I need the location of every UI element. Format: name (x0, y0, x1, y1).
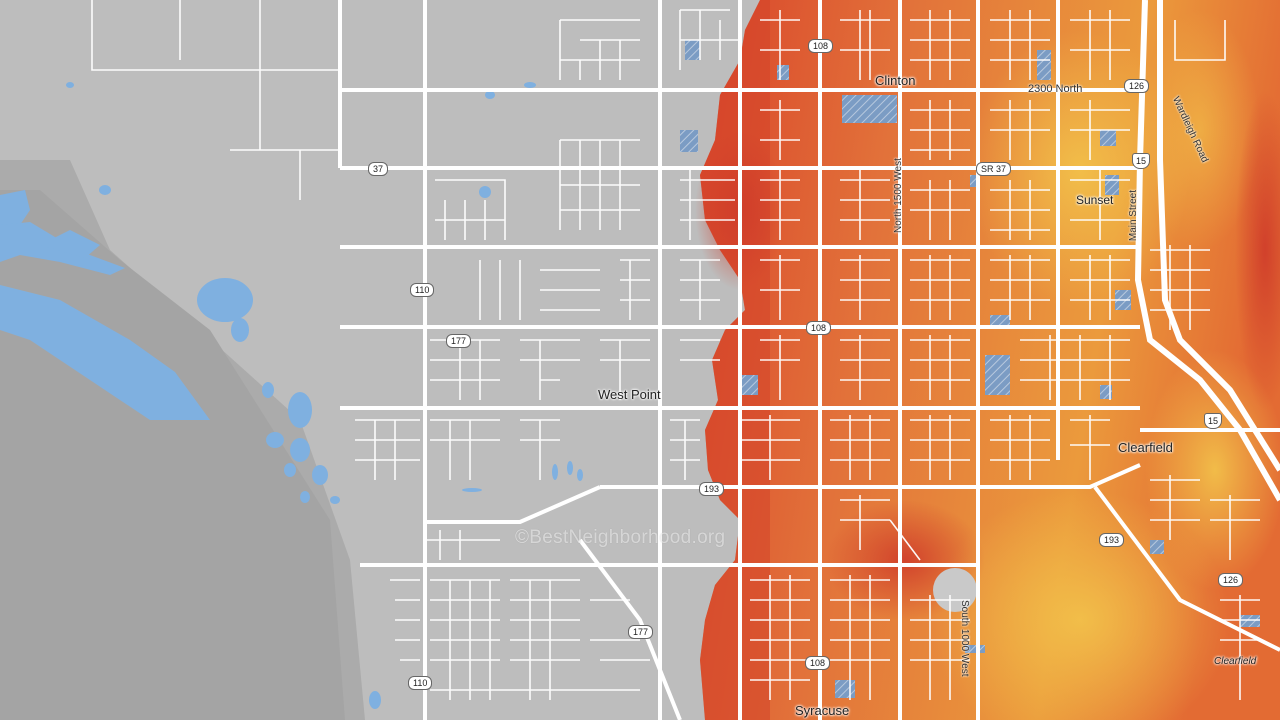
place-label-clearfield: Clearfield (1118, 440, 1173, 455)
grey-pocket (933, 568, 977, 612)
route-shield-177-bottom: 177 (628, 625, 654, 639)
place-label-syracuse: Syracuse (795, 703, 850, 718)
heat-blob-east (1145, 350, 1280, 590)
street-label-north-1500-west: North 1500 West (893, 158, 904, 233)
route-shield-126-bottom: 126 (1218, 573, 1244, 587)
route-shield-110-bottom: 110 (408, 676, 433, 690)
heat-blob-red-east (1235, 90, 1280, 410)
street-label-south-1000-west: South 1000 West (959, 600, 970, 677)
place-label-sunset: Sunset (1076, 193, 1114, 207)
minor-streets (91, 0, 1260, 700)
route-shield-126-top: 126 (1124, 79, 1150, 93)
route-shield-108-bottom: 108 (805, 656, 831, 670)
watermark: ©BestNeighborhood.org (515, 527, 726, 548)
place-label-clearfield-small: Clearfield (1214, 656, 1257, 667)
route-shield-193-mid: 193 (699, 482, 725, 496)
water-bodies (0, 82, 583, 709)
route-shield-193-right: 193 (1099, 533, 1125, 547)
interstate-shield-15-top: 15 (1132, 153, 1151, 169)
route-shield-110-mid: 110 (410, 283, 435, 297)
place-label-west-point: West Point (598, 387, 661, 402)
route-shield-108-top: 108 (808, 39, 834, 53)
route-shield-37: 37 (368, 162, 389, 176)
street-label-main-street: Main Street (1128, 190, 1139, 242)
route-shield-108-mid: 108 (806, 321, 832, 335)
major-roads (338, 0, 1280, 720)
route-shield-177-mid: 177 (446, 334, 472, 348)
interstate-shield-15-mid: 15 (1204, 413, 1223, 429)
route-shield-sr37: SR 37 (976, 162, 1012, 176)
parks (680, 40, 1260, 698)
street-label-2300-north: 2300 North (1028, 83, 1083, 95)
heat-blob-northeast (1140, 10, 1260, 250)
place-label-clinton: Clinton (875, 73, 916, 88)
